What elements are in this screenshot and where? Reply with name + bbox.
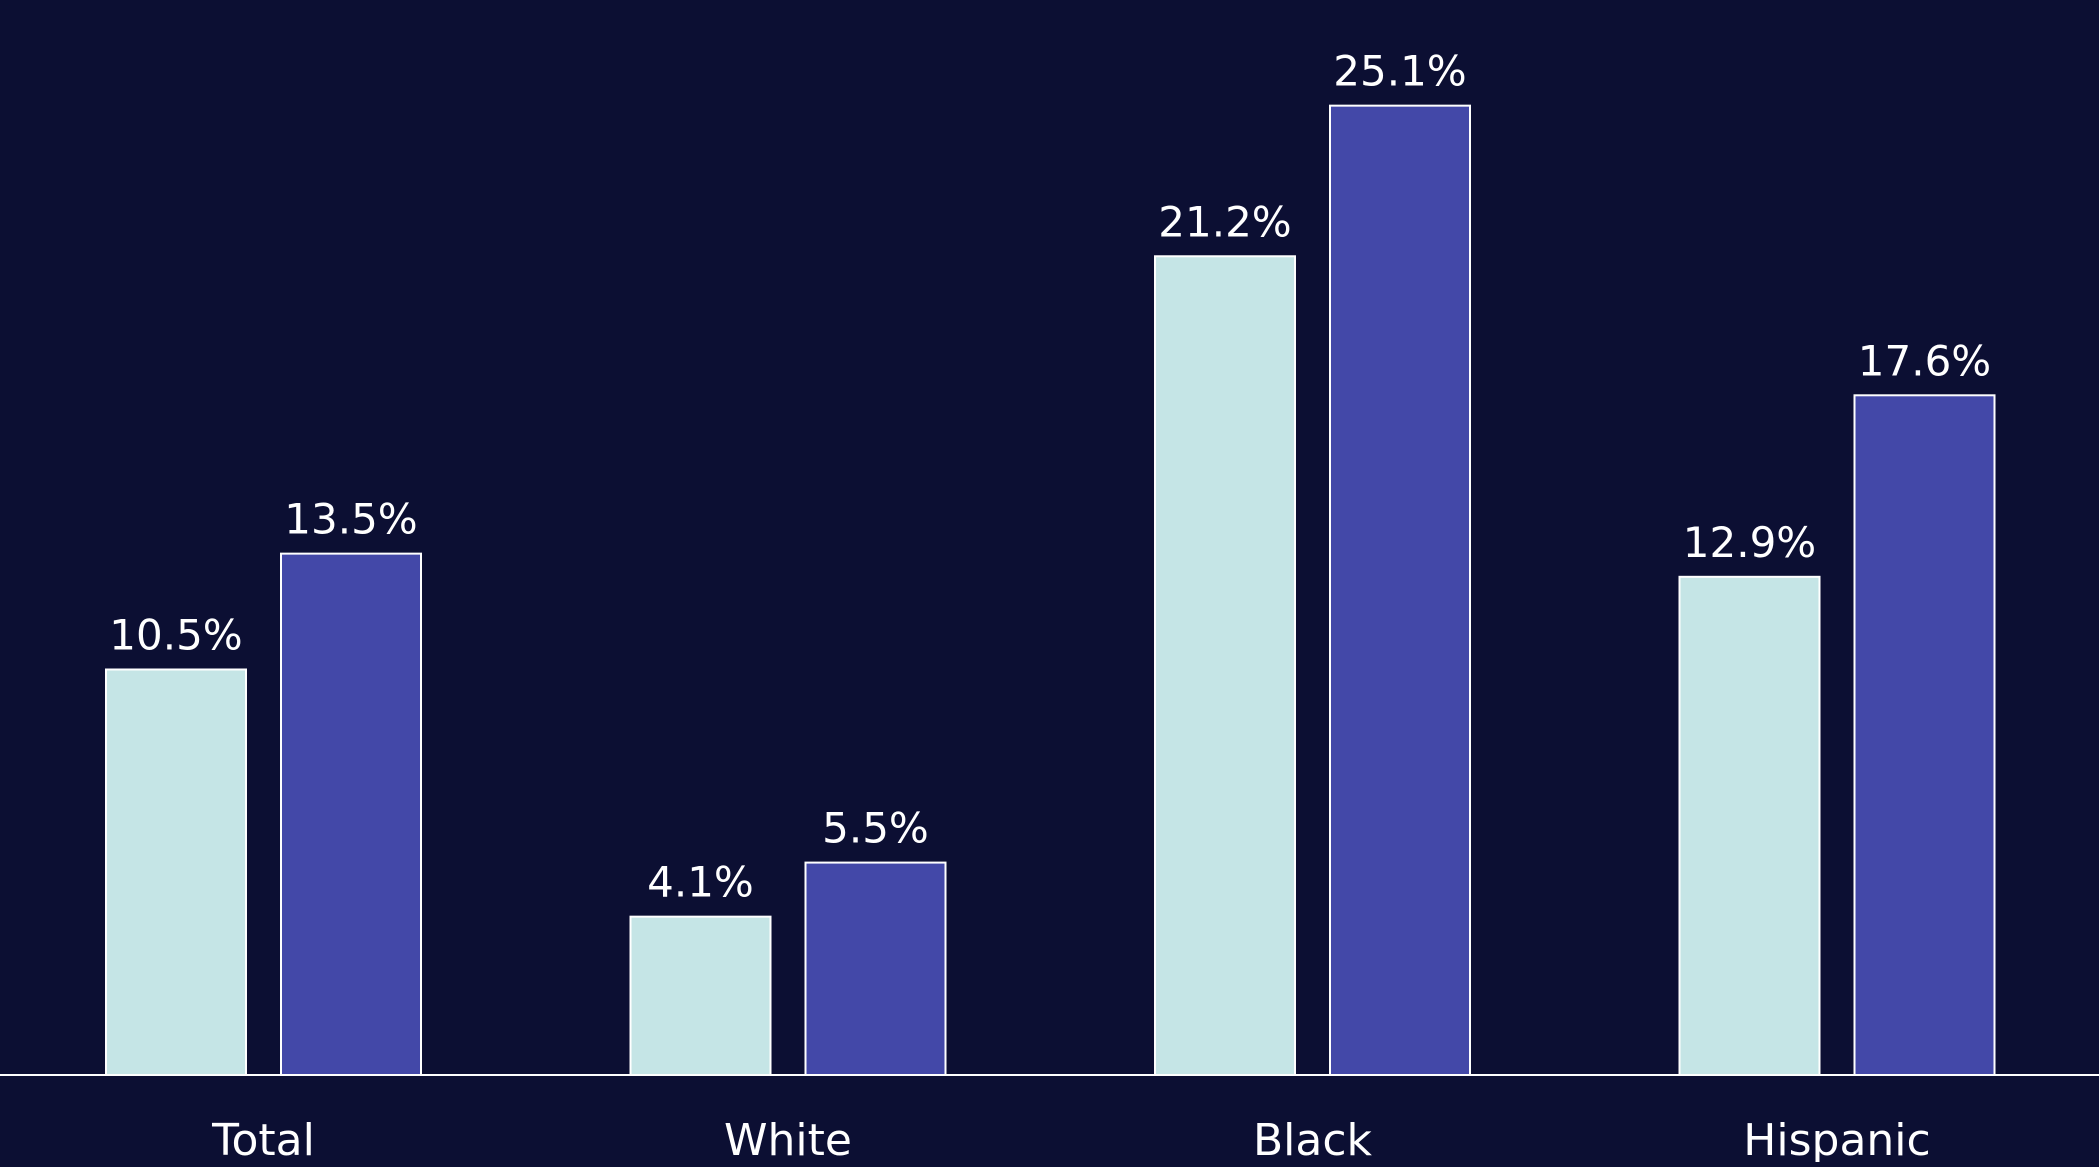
value-label-hispanic-series-2: 17.6% <box>1858 336 1991 385</box>
bar-hispanic-series-1 <box>1678 575 1821 1076</box>
bar-group <box>105 104 1996 1077</box>
category-label-white: White <box>724 1115 852 1162</box>
value-label-group: 10.5% 13.5% 4.1% 5.5% 21.2% 25.1% 12.9% 17.6% <box>109 47 1991 907</box>
bar-black-series-1 <box>1154 255 1296 1076</box>
category-label-black: Black <box>1253 1115 1373 1162</box>
bar-black-series-2 <box>1329 104 1471 1076</box>
category-label-hispanic: Hispanic <box>1743 1115 1930 1162</box>
value-label-total-series-2: 13.5% <box>284 495 417 544</box>
bar-white-series-1 <box>629 915 772 1077</box>
bar-total-series-1 <box>105 668 247 1076</box>
category-label-total: Total <box>211 1115 315 1162</box>
value-label-black-series-1: 21.2% <box>1158 197 1291 246</box>
value-label-white-series-1: 4.1% <box>647 858 754 907</box>
bar-hispanic-series-2 <box>1853 394 1996 1076</box>
value-label-total-series-1: 10.5% <box>109 610 242 659</box>
bar-white-series-2 <box>804 861 947 1076</box>
category-label-group: Total White Black Hispanic <box>211 1115 1931 1166</box>
value-label-hispanic-series-1: 12.9% <box>1683 518 1816 567</box>
value-label-white-series-2: 5.5% <box>822 804 929 853</box>
bar-total-series-2 <box>280 552 422 1076</box>
value-label-black-series-2: 25.1% <box>1333 47 1466 96</box>
